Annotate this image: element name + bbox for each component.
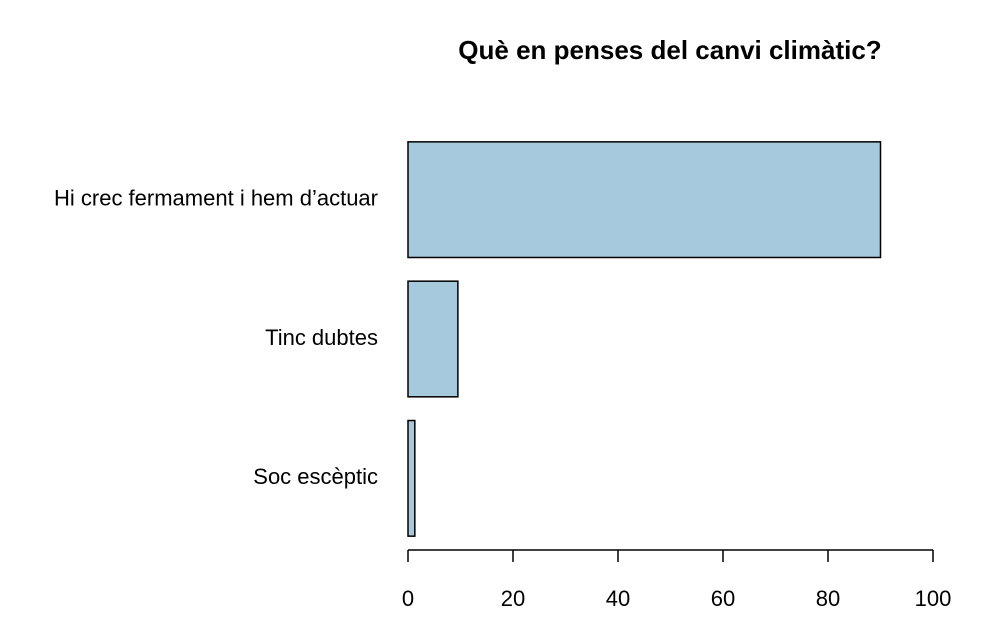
- chart-title: Què en penses del canvi climàtic?: [458, 35, 881, 65]
- bar: [407, 419, 416, 537]
- bar: [407, 141, 882, 259]
- y-tick-label: Soc escèptic: [253, 464, 378, 489]
- x-tick-label: 100: [915, 586, 952, 611]
- x-tick-label: 60: [711, 586, 735, 611]
- x-tick-label: 0: [402, 586, 414, 611]
- y-tick-label: Hi crec fermament i hem d’actuar: [54, 185, 378, 210]
- x-tick-label: 40: [606, 586, 630, 611]
- x-tick-label: 80: [816, 586, 840, 611]
- x-tick-label: 20: [501, 586, 525, 611]
- y-tick-label: Tinc dubtes: [265, 325, 378, 350]
- bar: [407, 280, 459, 398]
